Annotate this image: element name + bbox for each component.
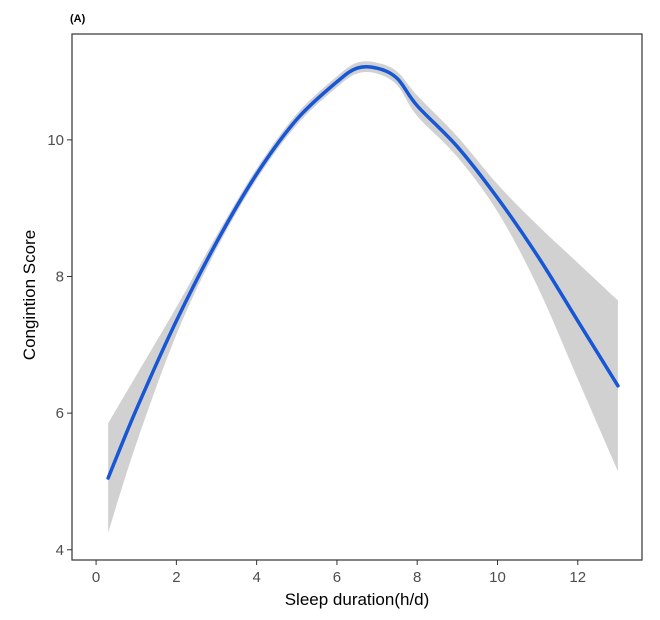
x-tick-label: 2: [172, 569, 180, 586]
confidence-ribbon: [108, 61, 618, 533]
y-tick-label: 6: [56, 405, 64, 422]
x-tick-label: 4: [252, 569, 260, 586]
x-tick-label: 0: [92, 569, 100, 586]
x-tick-label: 8: [413, 569, 421, 586]
y-tick-label: 8: [56, 269, 64, 286]
fit-line: [106, 64, 620, 480]
panel-label: (A): [70, 13, 86, 25]
x-tick-label: 12: [569, 569, 586, 586]
x-tick-label: 10: [489, 569, 506, 586]
y-axis: 4 6 8 10: [47, 132, 72, 559]
x-axis-title: Sleep duration(h/d): [285, 590, 430, 609]
x-tick-label: 6: [333, 569, 341, 586]
x-axis: 0 2 4 6 8 10 12: [92, 560, 586, 586]
plot-area: [71, 33, 643, 561]
y-axis-title: Congintion Score: [20, 230, 39, 360]
y-tick-label: 10: [47, 132, 64, 149]
y-tick-label: 4: [56, 542, 64, 559]
plot-frame: [71, 33, 643, 561]
